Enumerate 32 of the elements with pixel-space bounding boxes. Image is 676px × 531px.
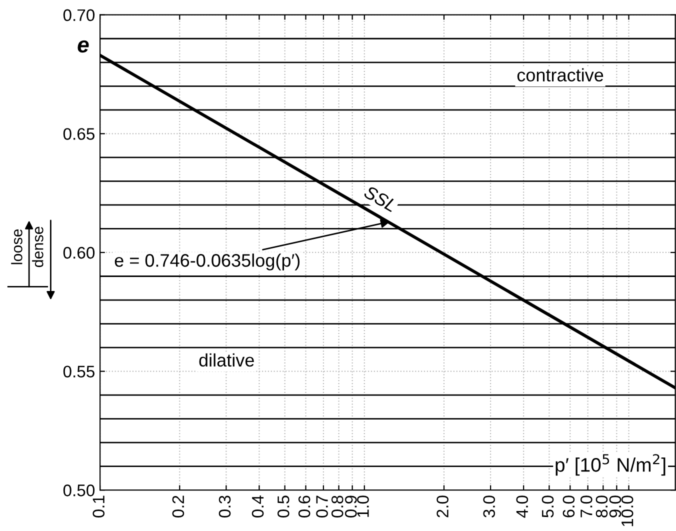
annotation: dilative <box>199 353 254 367</box>
x-tick-label: 4.0 <box>516 496 528 518</box>
x-tick-label: 0.7 <box>316 496 328 518</box>
y-axis-title: e <box>78 40 89 53</box>
x-tick-label: 0.2 <box>172 496 184 518</box>
y-tick-label: 0.60 <box>63 246 95 259</box>
text: loose <box>11 229 22 264</box>
annotation: e = 0.746-0.0635log(p′) <box>114 254 300 270</box>
x-tick-label: 0.3 <box>218 496 231 518</box>
x-tick-label: 3.0 <box>483 496 496 518</box>
text: SSL <box>363 185 398 212</box>
x-tick-label: 0.4 <box>252 495 264 518</box>
x-tick-label: 6.0 <box>562 496 575 518</box>
x-axis-title: p′ [10$^{5}$ N/m$^{2}$] <box>556 454 666 476</box>
annotation: contractive <box>517 68 604 82</box>
x-tick-label: 0.9 <box>344 496 357 518</box>
x-tick-label: 5.0 <box>542 496 554 518</box>
x-tick-label: 0.1 <box>92 496 105 518</box>
x-tick-label: 1.0 <box>357 496 369 517</box>
y-tick-label: 0.65 <box>63 128 94 140</box>
y-tick-label: 0.55 <box>63 366 94 378</box>
x-tick-label: 2.0 <box>436 496 448 518</box>
x-tick-label: 7.0 <box>580 496 592 518</box>
y-tick-label: 0.70 <box>63 9 95 22</box>
x-tick-label: 0.8 <box>331 496 344 518</box>
x-tick-label: 8.0 <box>596 496 608 518</box>
x-tick-label: 0.5 <box>278 496 290 518</box>
x-tick-label: 10.0 <box>621 496 634 526</box>
x-tick-label: 0.6 <box>298 496 310 518</box>
text: dense <box>32 226 44 268</box>
x-tick-label: 9.0 <box>609 496 622 518</box>
y-tick-label: 0.50 <box>63 484 95 496</box>
